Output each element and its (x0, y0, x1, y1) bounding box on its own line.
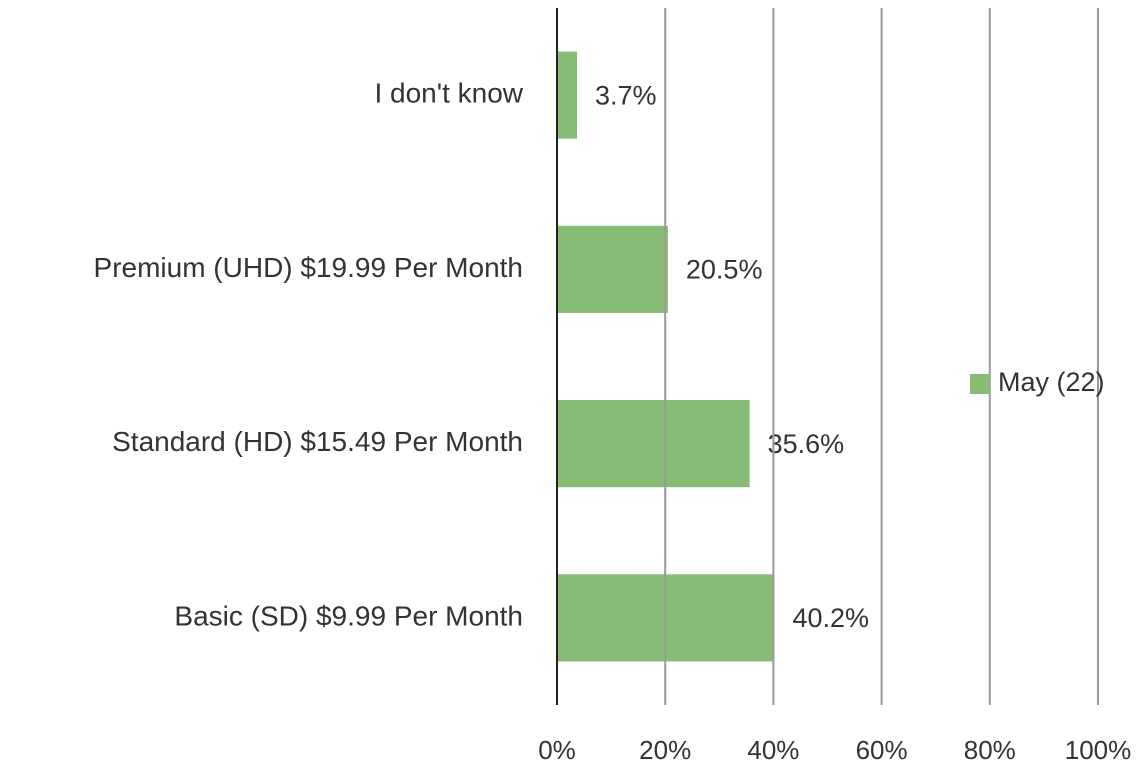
bar (557, 51, 578, 139)
y-tick-label: Basic (SD) $9.99 Per Month (174, 600, 523, 631)
y-tick-label: Premium (UHD) $19.99 Per Month (94, 252, 523, 283)
data-label: 3.7% (595, 80, 657, 110)
x-tick-label: 0% (538, 735, 576, 765)
bar (557, 400, 750, 488)
y-tick-label: Standard (HD) $15.49 Per Month (112, 426, 523, 457)
x-tick-label: 60% (856, 735, 908, 765)
legend-swatch (970, 374, 990, 394)
legend-label: May (22) (998, 367, 1105, 397)
bar (557, 225, 668, 313)
x-tick-label: 80% (964, 735, 1016, 765)
data-label: 20.5% (686, 255, 763, 285)
x-tick-label: 40% (747, 735, 799, 765)
data-label: 35.6% (768, 429, 845, 459)
x-tick-label: 100% (1065, 735, 1132, 765)
data-label: 40.2% (792, 603, 869, 633)
y-tick-label: I don't know (374, 78, 523, 109)
x-tick-label: 20% (639, 735, 691, 765)
